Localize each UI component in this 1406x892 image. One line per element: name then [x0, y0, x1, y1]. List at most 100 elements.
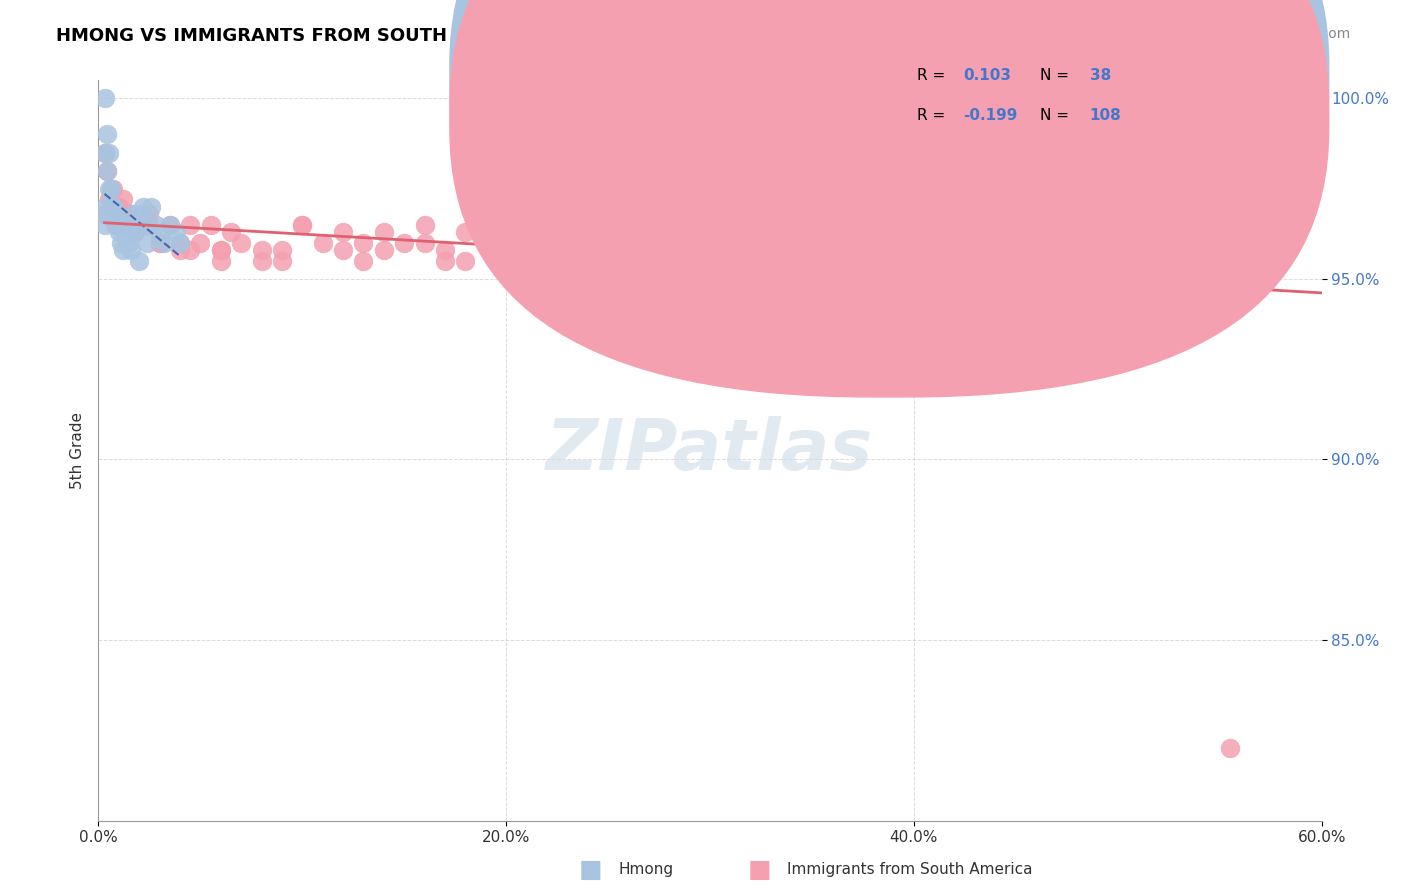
Point: [138, 218, 160, 232]
Point: [122, 207, 145, 221]
Point: [101, 200, 124, 214]
Point: [100, 181, 122, 195]
Point: [93, 207, 115, 221]
Point: [250, 243, 273, 257]
Point: [219, 225, 242, 239]
Point: [434, 253, 457, 268]
Point: [576, 253, 599, 268]
Point: [679, 235, 702, 250]
Text: N =: N =: [1040, 109, 1070, 123]
Point: [118, 235, 141, 250]
Point: [118, 207, 141, 221]
Point: [110, 235, 132, 250]
Point: [179, 218, 201, 232]
Point: [165, 225, 187, 239]
Point: [312, 235, 335, 250]
Point: [100, 181, 122, 195]
Point: [96, 163, 118, 178]
Point: [270, 243, 294, 257]
Point: [1188, 243, 1211, 257]
Point: [149, 228, 172, 243]
Point: [1147, 225, 1170, 239]
Point: [332, 225, 354, 239]
Point: [903, 253, 925, 268]
Point: [780, 261, 803, 276]
Point: [495, 243, 517, 257]
Point: [555, 235, 579, 250]
Point: [132, 200, 155, 214]
Point: [97, 193, 120, 207]
Text: R =: R =: [917, 109, 945, 123]
Point: [740, 253, 762, 268]
Text: N =: N =: [1040, 69, 1070, 83]
Point: [1107, 218, 1129, 232]
Point: [114, 218, 136, 232]
Point: [658, 253, 681, 268]
Point: [912, 225, 935, 239]
Point: [984, 272, 1007, 286]
Point: [291, 218, 314, 232]
Point: [188, 235, 212, 250]
Point: [128, 218, 150, 232]
Text: 0.103: 0.103: [963, 69, 1011, 83]
Text: -0.199: -0.199: [963, 109, 1018, 123]
Point: [811, 243, 834, 257]
Point: [352, 253, 374, 268]
Point: [516, 243, 538, 257]
Point: [1015, 235, 1038, 250]
Point: [96, 128, 118, 142]
Point: [454, 253, 477, 268]
Point: [104, 207, 127, 221]
Text: 108: 108: [1090, 109, 1122, 123]
Point: [111, 243, 134, 257]
Point: [93, 145, 115, 160]
Text: 38: 38: [1090, 69, 1111, 83]
Point: [169, 235, 191, 250]
Point: [145, 218, 167, 232]
Y-axis label: 5th Grade: 5th Grade: [69, 412, 84, 489]
Point: [1219, 181, 1241, 195]
Point: [159, 218, 181, 232]
Point: [105, 218, 128, 232]
Point: [373, 225, 395, 239]
Point: [821, 253, 844, 268]
Point: [129, 207, 152, 221]
Point: [134, 218, 156, 232]
Text: Hmong: Hmong: [619, 863, 673, 877]
Point: [93, 218, 115, 232]
Point: [136, 235, 159, 250]
Point: [124, 225, 146, 239]
Point: [108, 225, 131, 239]
Point: [96, 163, 118, 178]
Point: [1025, 218, 1047, 232]
Point: [536, 261, 558, 276]
Point: [97, 145, 120, 160]
Point: [231, 235, 253, 250]
Point: [943, 279, 966, 293]
Point: [699, 243, 721, 257]
Point: [740, 261, 762, 276]
Point: [1066, 253, 1088, 268]
Point: [152, 235, 174, 250]
Point: [821, 243, 844, 257]
Text: HMONG VS IMMIGRANTS FROM SOUTH AMERICA 5TH GRADE CORRELATION CHART: HMONG VS IMMIGRANTS FROM SOUTH AMERICA 5…: [56, 27, 889, 45]
Point: [392, 235, 416, 250]
Point: [516, 253, 538, 268]
Point: [209, 243, 232, 257]
Point: [607, 272, 630, 286]
Point: [413, 218, 436, 232]
Point: [332, 243, 354, 257]
Point: [111, 193, 134, 207]
Point: [1066, 200, 1088, 214]
Point: [209, 243, 232, 257]
Point: [138, 207, 160, 221]
Text: ■: ■: [748, 858, 770, 881]
Point: [617, 243, 640, 257]
Point: [637, 272, 661, 286]
Point: [841, 272, 863, 286]
Point: [105, 200, 128, 214]
Point: [1107, 272, 1129, 286]
Point: [536, 261, 558, 276]
Point: [1239, 235, 1261, 250]
Point: [1025, 243, 1047, 257]
